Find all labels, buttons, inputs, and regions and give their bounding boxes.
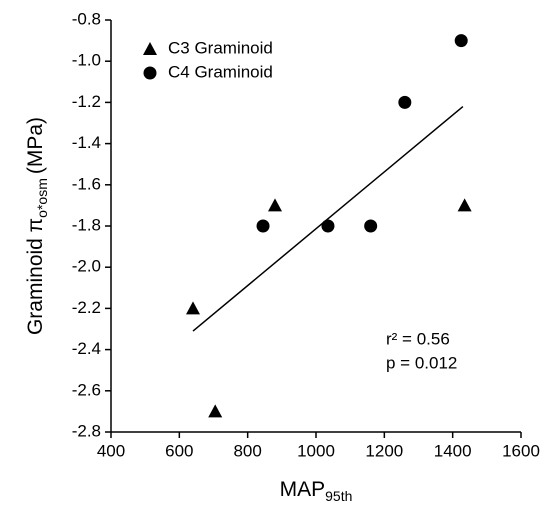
fit-line xyxy=(192,105,464,332)
legend-marker xyxy=(143,42,157,55)
x-label-sub: 95th xyxy=(325,488,352,504)
y-label-text: Graminoid π xyxy=(24,218,47,335)
point xyxy=(208,404,223,418)
x-tick-label: 1400 xyxy=(434,441,472,460)
x-tick-label: 1200 xyxy=(365,441,403,460)
y-tick-label: -2.4 xyxy=(72,339,101,358)
point xyxy=(321,219,335,233)
x-tick-label: 1000 xyxy=(297,441,335,460)
x-tick-label: 400 xyxy=(97,441,125,460)
point xyxy=(454,34,468,48)
point xyxy=(364,219,378,233)
legend-label: C3 Graminoid xyxy=(168,38,273,57)
x-tick-label: 600 xyxy=(165,441,193,460)
legend-marker xyxy=(143,66,157,80)
legend-label: C4 Graminoid xyxy=(168,62,273,81)
y-tick-label: -2.6 xyxy=(72,380,101,399)
y-tick-label: -1.4 xyxy=(72,133,101,152)
point xyxy=(268,198,282,212)
point xyxy=(186,301,200,315)
x-tick-label: 1600 xyxy=(502,441,540,460)
point xyxy=(398,95,412,109)
y-axis-label: Graminoid πo*osm (MPa) xyxy=(24,117,50,335)
y-tick-label: -1.0 xyxy=(72,51,101,70)
y-tick-label: -0.8 xyxy=(72,9,101,28)
y-tick-label: -2.2 xyxy=(72,298,101,317)
x-label-text: MAP xyxy=(280,478,326,501)
y-tick-label: -1.6 xyxy=(72,174,101,193)
y-label-unit: (MPa) xyxy=(24,117,47,174)
annotation: p = 0.012 xyxy=(386,353,457,372)
x-axis-label: MAP95th xyxy=(280,478,353,504)
point xyxy=(457,198,472,212)
y-label-sub: o*osm xyxy=(34,178,50,218)
y-tick-label: -2.8 xyxy=(72,421,101,440)
y-tick-label: -2.0 xyxy=(72,257,101,276)
point xyxy=(256,219,270,233)
annotation: r² = 0.56 xyxy=(386,329,450,348)
x-tick-label: 800 xyxy=(233,441,261,460)
y-tick-label: -1.2 xyxy=(72,92,101,111)
y-tick-label: -1.8 xyxy=(72,215,101,234)
